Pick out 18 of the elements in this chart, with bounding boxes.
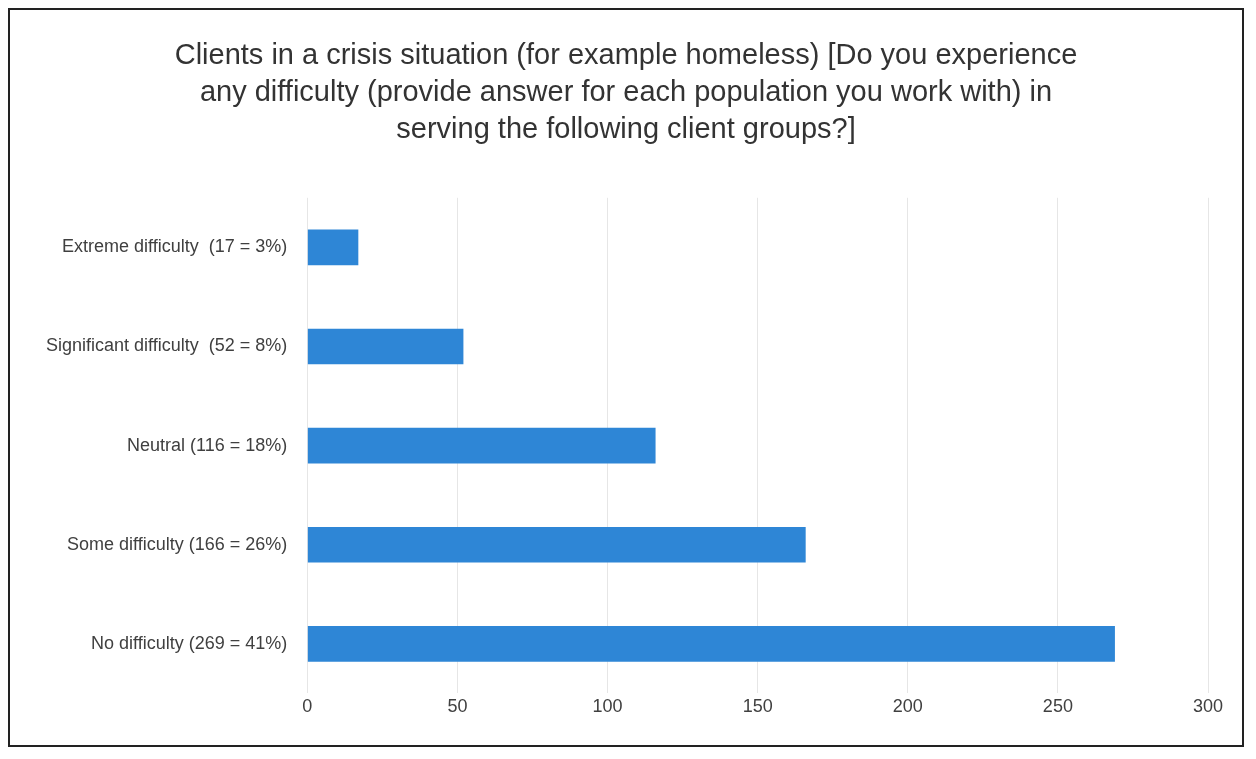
x-tick-label: 150 (742, 696, 773, 717)
bar (307, 427, 656, 464)
y-tick-label: Significant difficulty (52 = 8%) (45, 335, 288, 356)
bar (307, 526, 806, 563)
bar (307, 328, 464, 365)
y-tick-label: Neutral (116 = 18%) (127, 434, 288, 455)
x-tick-label: 300 (1192, 696, 1224, 717)
y-tick-label: Extreme difficulty (17 = 3%) (62, 236, 288, 257)
x-tick-label: 50 (447, 696, 468, 717)
y-tick-label: No difficulty (269 = 41%) (91, 632, 288, 653)
x-tick-label: 100 (592, 696, 623, 717)
y-tick-label: Some difficulty (166 = 26%) (67, 533, 288, 554)
chart-title: Clients in a crisis situation (for example homeless) [Do you experience any difficulty (provide answer for each population you work with) in serving the following client groups?] (173, 37, 1079, 146)
x-tick-label: 0 (302, 696, 313, 717)
bar (307, 229, 359, 266)
x-tick-label: 200 (892, 696, 923, 717)
bar (307, 626, 1115, 662)
x-tick-label: 250 (1042, 696, 1073, 717)
